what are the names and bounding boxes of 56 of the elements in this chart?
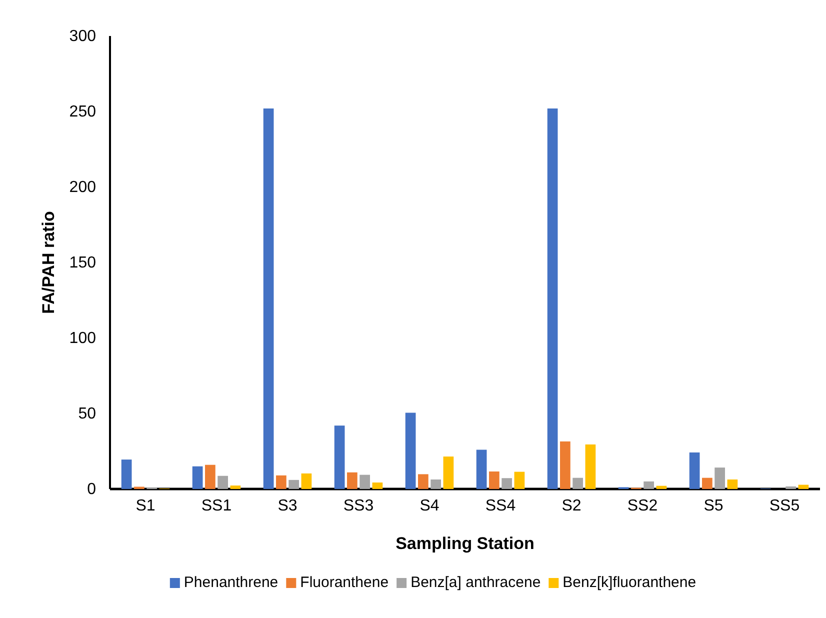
bar	[405, 412, 416, 489]
bar	[585, 444, 596, 489]
bar	[430, 479, 441, 489]
y-tick-label: 50	[78, 406, 96, 423]
bar	[476, 450, 487, 489]
x-tick-label: S1	[136, 497, 156, 514]
bar	[218, 476, 228, 489]
bar	[798, 484, 809, 489]
y-tick-label: 150	[69, 254, 96, 272]
bar	[786, 486, 796, 489]
x-tick-label: S3	[278, 497, 298, 514]
bar	[418, 474, 428, 489]
bar	[276, 475, 286, 489]
bar	[263, 108, 274, 489]
y-axis-title: FA/PAH ratio	[39, 211, 58, 314]
x-tick-label: S4	[420, 497, 440, 514]
bar	[514, 472, 525, 489]
x-tick-label: S5	[704, 497, 724, 514]
bar	[443, 456, 454, 489]
bar	[347, 472, 358, 489]
bar	[689, 452, 700, 489]
bar	[205, 464, 216, 489]
bar	[502, 478, 512, 489]
bar	[702, 478, 712, 489]
legend-label: Benz[a] anthracene	[410, 574, 541, 591]
bar	[560, 441, 570, 489]
bar	[656, 486, 667, 489]
y-tick-label: 200	[69, 179, 96, 196]
x-tick-label: SS1	[201, 497, 232, 514]
bar	[644, 481, 654, 489]
bar	[230, 486, 241, 489]
x-tick-label: SS2	[627, 497, 658, 514]
legend-label: Phenanthrene	[184, 574, 278, 591]
x-tick-label: SS4	[485, 497, 516, 514]
x-tick-label: S2	[562, 497, 582, 514]
bar	[360, 474, 370, 489]
legend-label: Fluoranthene	[300, 574, 389, 591]
bar	[192, 466, 203, 489]
bar	[372, 482, 383, 489]
bar	[714, 468, 725, 489]
bar	[547, 108, 558, 489]
bar	[727, 479, 738, 489]
y-tick-label: 100	[69, 330, 96, 348]
legend-label: Benz[k]fluoranthene	[562, 574, 696, 591]
bar	[288, 480, 299, 489]
bar	[301, 473, 312, 489]
y-tick-label: 250	[69, 104, 96, 121]
bar	[334, 426, 345, 489]
x-tick-label: SS5	[769, 497, 800, 514]
bar	[121, 460, 132, 489]
bar	[489, 471, 500, 489]
bar	[572, 478, 583, 489]
x-tick-label: SS3	[343, 497, 374, 514]
y-tick-label: 0	[87, 481, 96, 498]
y-tick-label: 300	[69, 28, 96, 46]
x-axis-title: Sampling Station	[396, 534, 534, 553]
